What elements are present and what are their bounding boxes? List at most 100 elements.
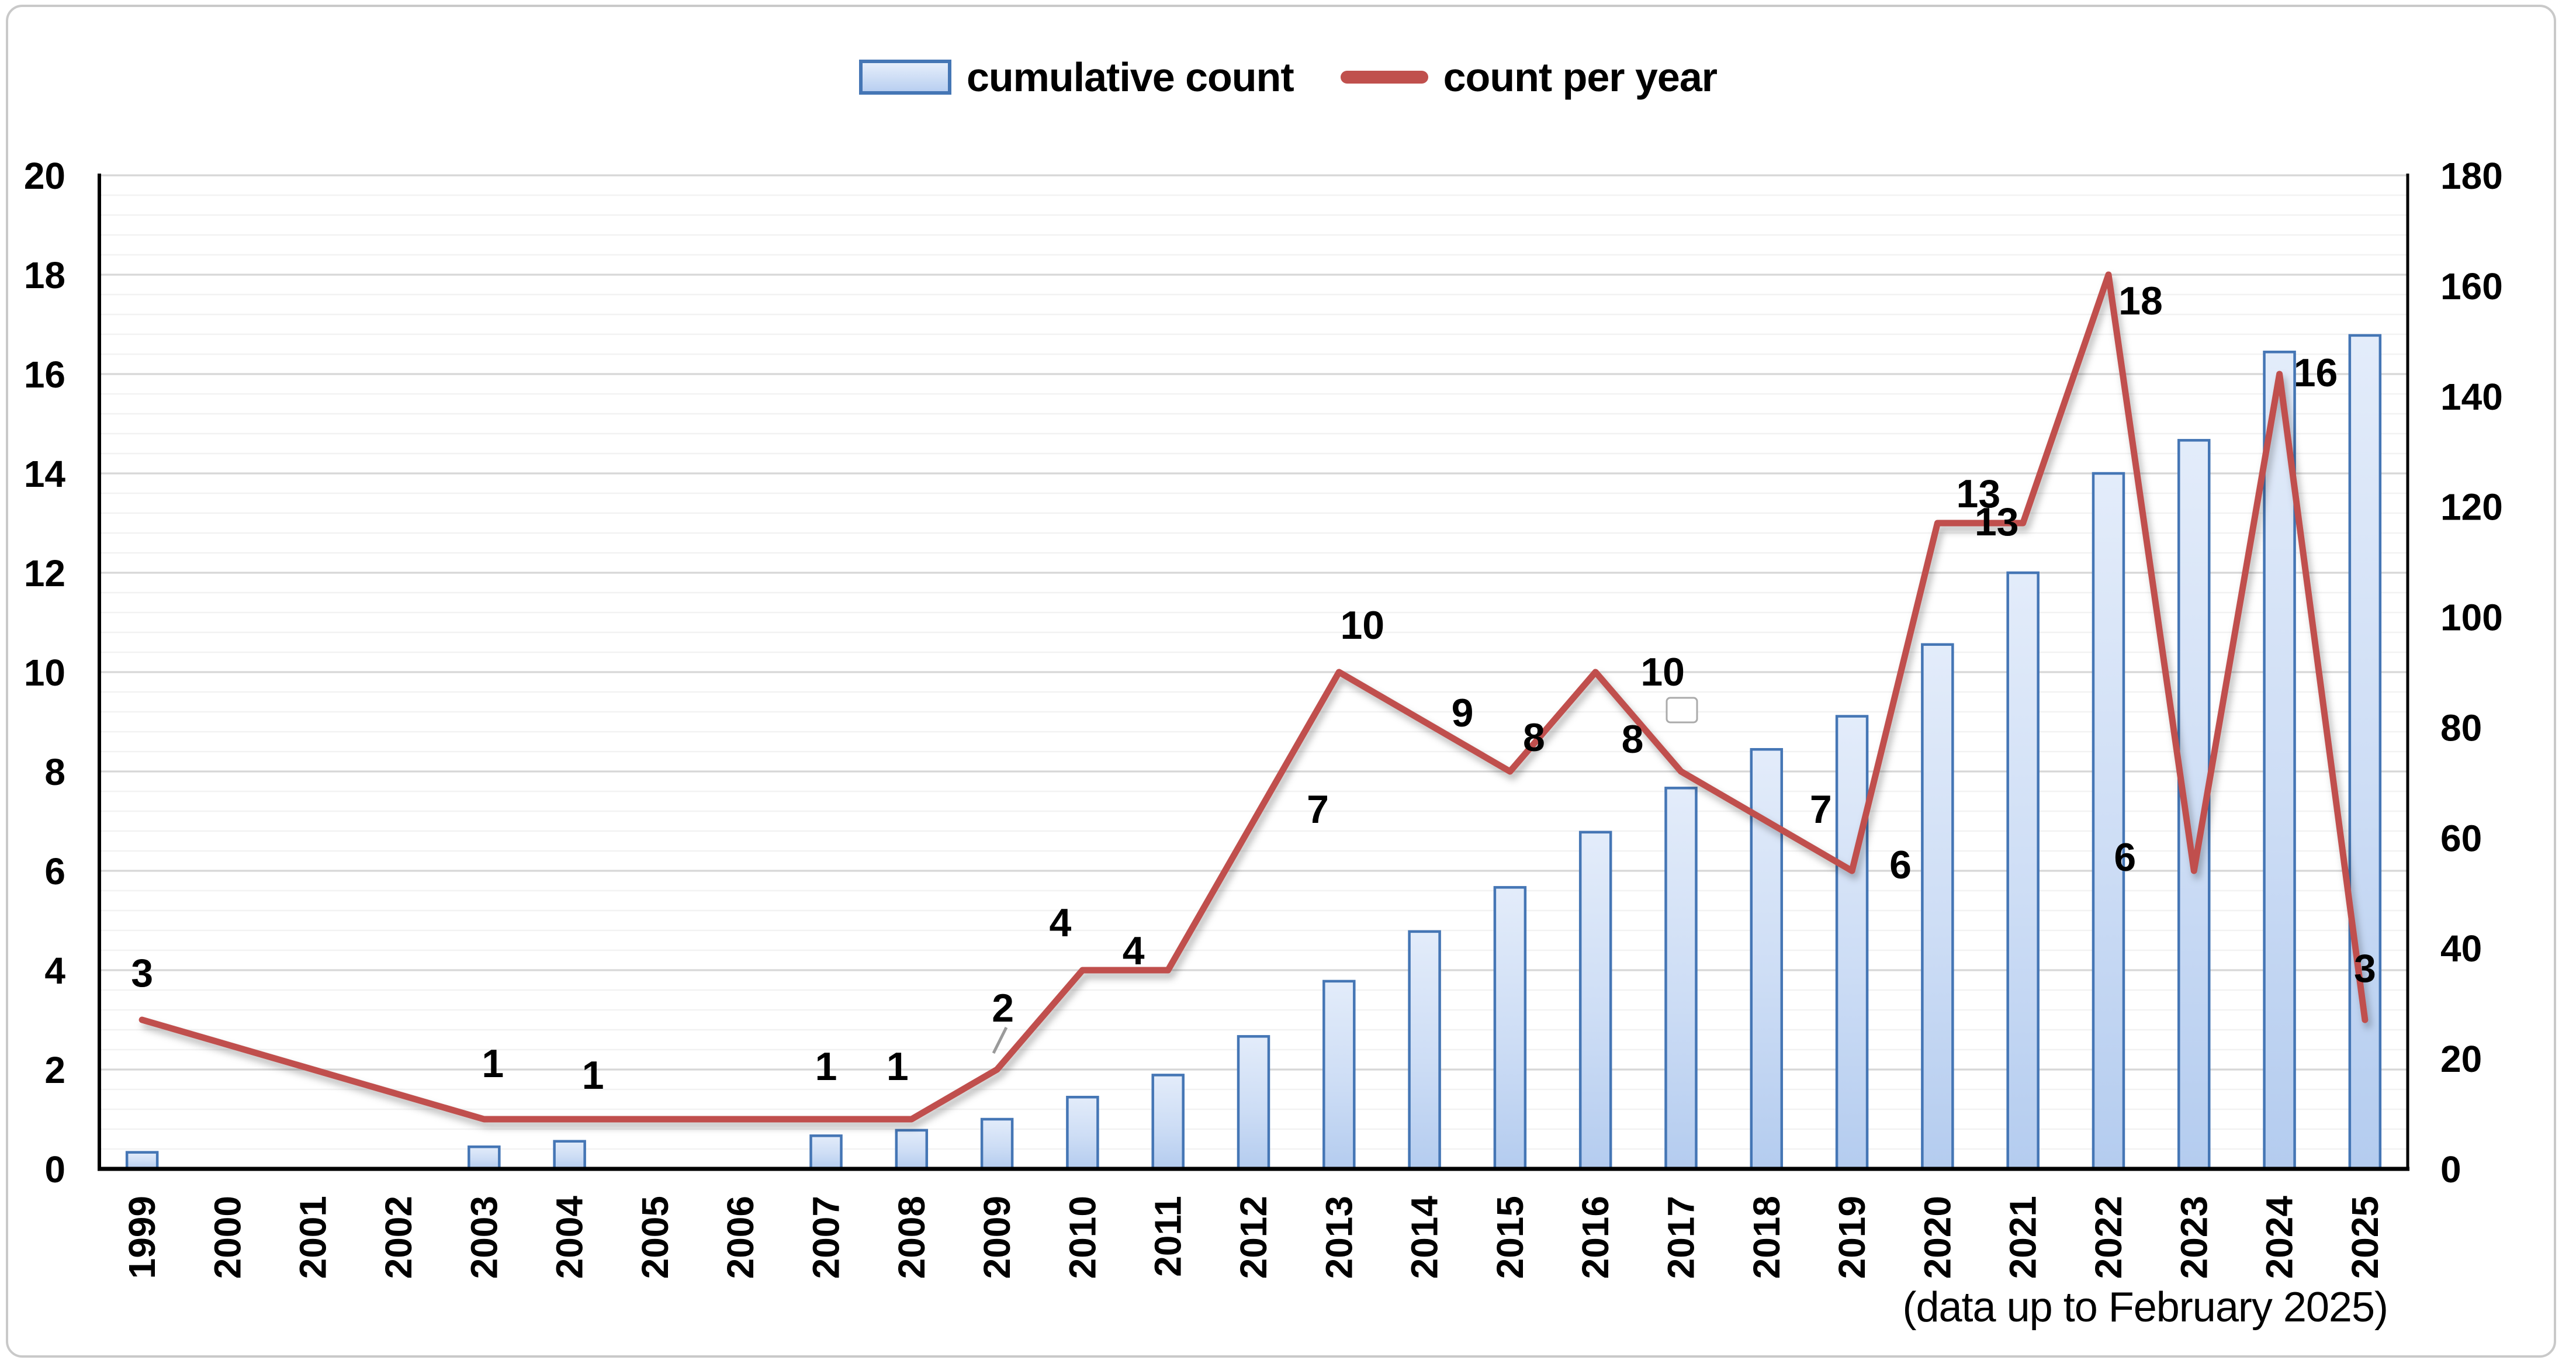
svg-text:8: 8 <box>44 751 65 793</box>
x-axis-year-labels: 1999 2000 2001 2002 2003 2004 2005 2006 2007 2008… <box>121 1196 2386 1279</box>
line-swatch-icon <box>1340 71 1428 84</box>
bar-2022 <box>2092 472 2125 1171</box>
bar-2020 <box>1921 643 1954 1171</box>
year-label-2006: 2006 <box>719 1196 761 1279</box>
svg-text:60: 60 <box>2440 817 2482 859</box>
data-label-2022: 18 <box>2118 279 2163 323</box>
svg-text:120: 120 <box>2440 486 2503 528</box>
legend-label-per-year: count per year <box>1443 54 1718 100</box>
bar-2012 <box>1237 1035 1270 1171</box>
label-leader-line <box>992 1026 1008 1054</box>
bar-2021 <box>2006 571 2040 1171</box>
bar-2016 <box>1578 830 1612 1171</box>
year-label-2020: 2020 <box>1916 1196 1958 1279</box>
bar-2008 <box>895 1129 929 1171</box>
axes <box>98 174 2409 1171</box>
data-label-2019: 6 <box>1889 843 1912 887</box>
chart-frame <box>6 5 2556 1358</box>
svg-text:100: 100 <box>2440 597 2503 639</box>
bar-2017 <box>1664 787 1698 1171</box>
year-label-2011: 2011 <box>1147 1196 1189 1277</box>
svg-text:20: 20 <box>24 155 65 197</box>
svg-text:4: 4 <box>44 950 65 992</box>
data-label-2023: 6 <box>2114 835 2136 880</box>
legend-item-cumulative: cumulative count <box>858 54 1294 101</box>
svg-text:12: 12 <box>24 552 65 594</box>
data-label-2018: 7 <box>1810 787 1832 832</box>
bar-2015 <box>1493 886 1527 1171</box>
data-label-1999: 3 <box>131 951 153 995</box>
year-label-2003: 2003 <box>463 1196 505 1279</box>
year-label-2008: 2008 <box>891 1196 933 1279</box>
svg-text:6: 6 <box>44 850 65 892</box>
svg-text:80: 80 <box>2440 707 2482 749</box>
legend: cumulative count count per year <box>0 54 2576 101</box>
bar-2013 <box>1322 980 1356 1171</box>
svg-text:160: 160 <box>2440 265 2503 307</box>
data-label-2003: 1 <box>482 1041 504 1086</box>
year-label-2024: 2024 <box>2259 1196 2301 1279</box>
year-label-1999: 1999 <box>121 1196 163 1279</box>
bar-swatch-icon <box>858 60 951 95</box>
data-label-2013: 10 <box>1340 603 1384 648</box>
data-label-2007: 1 <box>815 1044 837 1089</box>
year-label-2002: 2002 <box>378 1196 420 1279</box>
year-label-2022: 2022 <box>2087 1196 2130 1279</box>
gridlines <box>99 174 2408 1150</box>
bar-2011 <box>1151 1074 1185 1171</box>
year-label-2012: 2012 <box>1232 1196 1275 1279</box>
data-label-2012: 7 <box>1307 787 1329 832</box>
data-label-2004: 1 <box>582 1053 604 1098</box>
year-label-2014: 2014 <box>1404 1196 1446 1279</box>
svg-text:18: 18 <box>24 254 65 296</box>
year-label-2007: 2007 <box>805 1196 847 1279</box>
year-label-2010: 2010 <box>1061 1196 1103 1279</box>
data-label-2020: 13 <box>1957 472 2001 516</box>
svg-text:14: 14 <box>24 453 66 495</box>
data-label-2011: 4 <box>1123 929 1145 973</box>
year-label-2015: 2015 <box>1489 1196 1531 1279</box>
bar-2009 <box>980 1117 1014 1171</box>
svg-text:0: 0 <box>2440 1148 2461 1190</box>
svg-text:20: 20 <box>2440 1038 2482 1080</box>
right-axis-ticks: 0 20 40 60 80 100 120 140 160 180 <box>2440 155 2503 1190</box>
year-label-2000: 2000 <box>206 1196 248 1279</box>
svg-text:140: 140 <box>2440 376 2503 418</box>
svg-text:0: 0 <box>44 1148 65 1190</box>
year-label-2025: 2025 <box>2344 1196 2386 1279</box>
legend-label-cumulative: cumulative count <box>966 54 1294 100</box>
bar-2025 <box>2348 334 2382 1171</box>
year-label-2021: 2021 <box>2002 1196 2044 1279</box>
bar-2003 <box>468 1145 501 1171</box>
year-label-2004: 2004 <box>549 1196 591 1279</box>
empty-data-label-box <box>1666 697 1698 724</box>
year-label-2017: 2017 <box>1660 1196 1702 1279</box>
year-label-2013: 2013 <box>1318 1196 1360 1279</box>
data-label-2015: 8 <box>1523 715 1545 760</box>
svg-text:2: 2 <box>44 1049 65 1091</box>
svg-text:40: 40 <box>2440 928 2482 970</box>
data-label-2021: 13 <box>1975 500 2019 544</box>
bar-2010 <box>1066 1095 1099 1171</box>
bar-2007 <box>809 1134 843 1171</box>
svg-text:16: 16 <box>24 354 65 396</box>
bar-2004 <box>553 1140 586 1171</box>
year-label-2016: 2016 <box>1574 1196 1616 1279</box>
data-label-2017: 8 <box>1622 717 1644 762</box>
bar-2014 <box>1408 930 1441 1171</box>
year-label-2019: 2019 <box>1831 1196 1873 1279</box>
data-label-2016: 10 <box>1640 650 1685 694</box>
svg-text:10: 10 <box>24 652 65 694</box>
left-axis-ticks: 0 2 4 6 8 10 12 14 16 18 20 <box>24 155 66 1190</box>
data-label-2009: 2 <box>992 986 1014 1030</box>
chart-caption: (data up to February 2025) <box>1902 1284 2388 1331</box>
legend-item-per-year: count per year <box>1340 54 1718 101</box>
year-label-2018: 2018 <box>1746 1196 1788 1279</box>
data-label-2008: 1 <box>887 1044 909 1089</box>
bar-2024 <box>2263 350 2296 1171</box>
data-label-2010: 4 <box>1049 901 1071 945</box>
data-label-2024: 16 <box>2294 351 2338 395</box>
year-label-2001: 2001 <box>292 1196 334 1279</box>
